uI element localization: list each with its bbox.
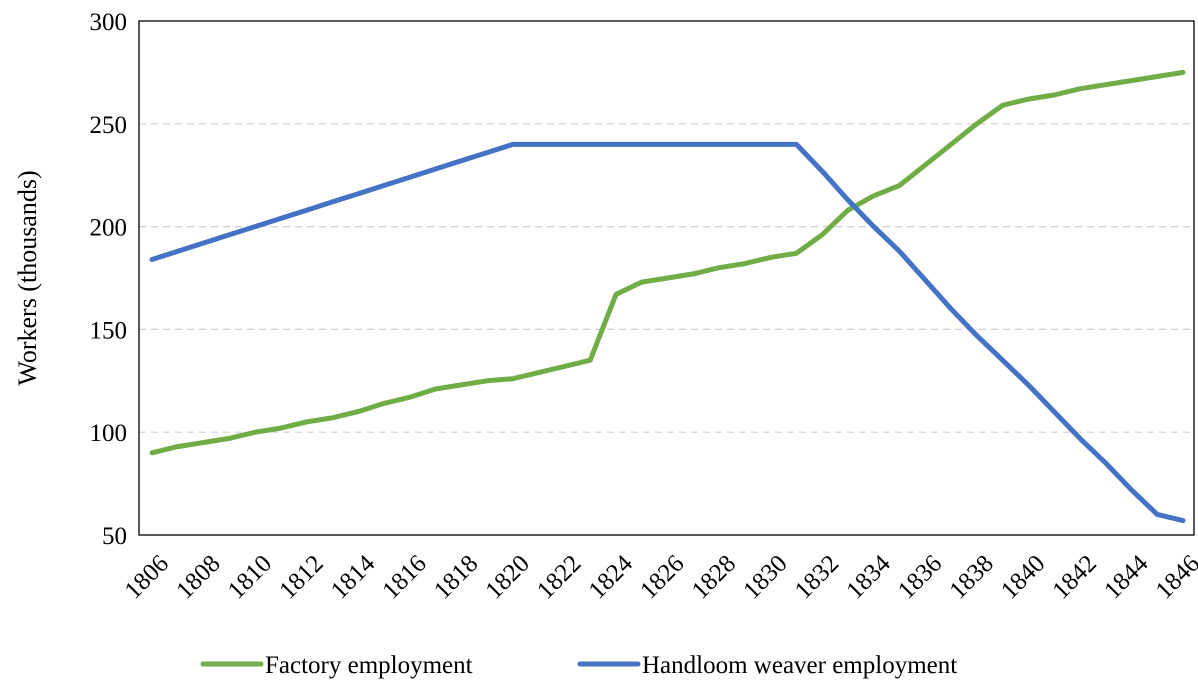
- x-tick-label: 1834: [841, 550, 896, 605]
- x-tick-label: 1822: [532, 550, 586, 604]
- series-lines: [149, 69, 1186, 524]
- x-tick-label: 1810: [223, 550, 277, 604]
- x-tick-label: 1820: [481, 550, 535, 604]
- legend-label: Handloom weaver employment: [642, 652, 957, 679]
- legend: Factory employment Handloom weaver employ…: [200, 652, 957, 679]
- x-tick-label: 1842: [1048, 550, 1102, 604]
- x-tick-label: 1806: [120, 550, 174, 604]
- x-tick-label: 1828: [687, 550, 741, 604]
- x-tick-label: 1818: [429, 550, 483, 604]
- x-tick-label: 1832: [790, 550, 844, 604]
- y-tick-label: 50: [102, 523, 127, 550]
- y-tick-label: 300: [90, 9, 128, 36]
- x-tick-label: 1824: [584, 550, 639, 605]
- x-tick-label: 1826: [635, 550, 689, 604]
- y-tick-label: 250: [90, 112, 128, 139]
- x-tick-label: 1836: [893, 550, 947, 604]
- x-tick-label: 1812: [274, 550, 328, 604]
- plot-frame: [138, 20, 1195, 536]
- x-tick-label: 1846: [1151, 550, 1198, 604]
- x-tick-label: 1808: [171, 550, 225, 604]
- x-tick-label: 1814: [326, 550, 381, 605]
- y-tick-label: 200: [90, 215, 128, 242]
- gridlines: [139, 123, 1194, 433]
- y-tick-label: 150: [90, 317, 128, 344]
- y-axis-ticks: 50 100 150 200 250 300: [90, 9, 128, 550]
- legend-label: Factory employment: [265, 652, 473, 679]
- x-tick-label: 1838: [944, 550, 998, 604]
- x-tick-label: 1830: [738, 550, 792, 604]
- x-tick-label: 1840: [996, 550, 1050, 604]
- y-axis-title: Workers (thousands): [13, 170, 42, 385]
- series-line-factory: [149, 69, 1186, 456]
- series-line-handloom: [149, 141, 1186, 524]
- x-tick-label: 1816: [377, 550, 431, 604]
- x-axis-ticks: 1806180818101812181418161818182018221824…: [120, 550, 1198, 605]
- x-tick-label: 1844: [1099, 550, 1154, 605]
- y-tick-label: 100: [90, 420, 128, 447]
